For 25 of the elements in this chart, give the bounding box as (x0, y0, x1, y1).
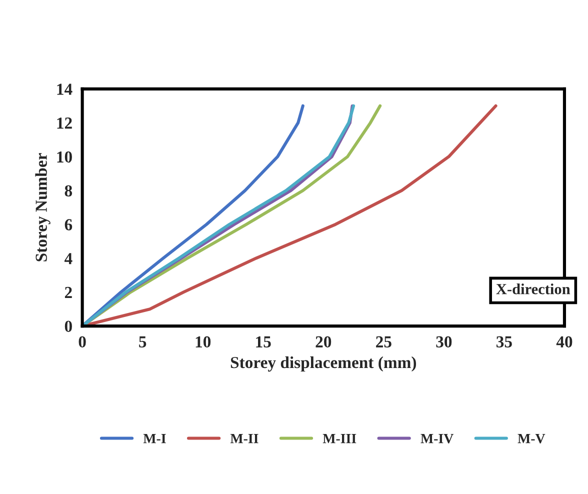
legend-label: M-II (230, 434, 258, 444)
y-tick-label: 8 (64, 185, 72, 196)
x-axis-title: Storey displacement (mm) (230, 356, 416, 372)
y-tick-label: 12 (57, 118, 72, 129)
x-tick-label: 10 (196, 336, 211, 348)
y-axis-title: Storey Number (35, 153, 50, 262)
y-tick-label: 2 (64, 286, 72, 298)
x-tick-label: 20 (316, 336, 332, 348)
y-tick-label: 14 (57, 84, 72, 95)
legend-label: M-IV (420, 434, 454, 444)
y-tick-label: 6 (64, 219, 72, 230)
y-tick-label: 10 (57, 151, 72, 163)
legend-label: M-III (322, 434, 356, 444)
annotation: X-direction (496, 284, 570, 294)
legend-label: M-I (143, 434, 166, 444)
x-tick-label: 0 (78, 336, 86, 348)
x-tick-label: 15 (256, 336, 271, 348)
legend-label: M-V (518, 434, 546, 444)
x-tick-label: 30 (436, 336, 452, 348)
y-tick-label: 0 (64, 320, 72, 332)
x-tick-label: 5 (139, 336, 146, 348)
x-tick-label: 35 (496, 336, 512, 348)
x-tick-label: 25 (376, 336, 392, 348)
y-tick-label: 4 (64, 253, 72, 264)
x-tick-label: 40 (556, 336, 572, 348)
